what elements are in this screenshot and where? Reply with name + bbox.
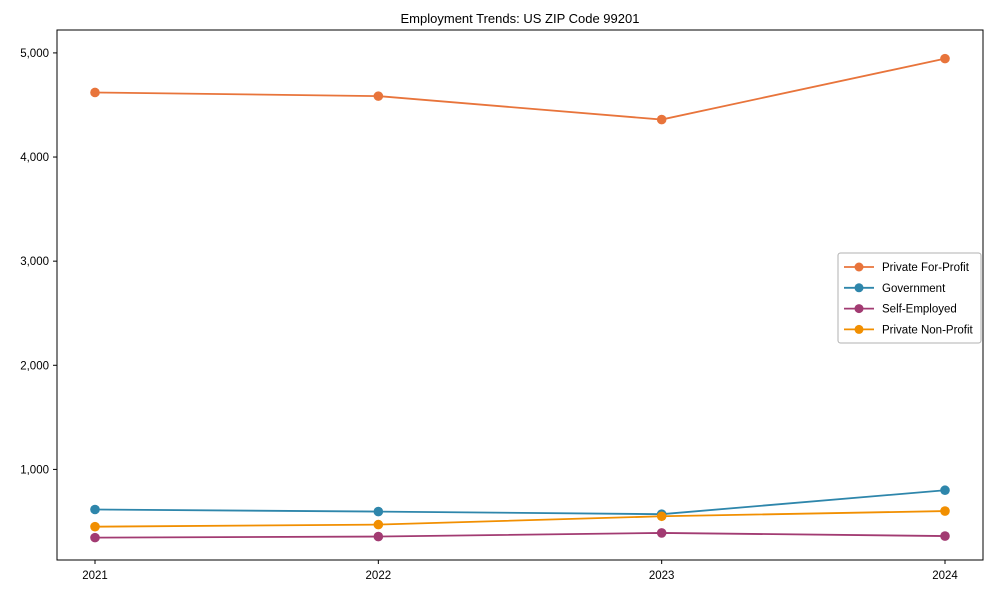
plot-border: [56, 29, 984, 561]
data-point-marker: [940, 506, 950, 516]
series-line-3: [94, 510, 946, 528]
data-point-marker: [656, 114, 667, 125]
legend-label: Private Non-Profit: [882, 324, 974, 336]
data-point-marker: [940, 53, 950, 64]
data-point-marker: [656, 528, 667, 538]
x-tick-label: 2024: [932, 570, 958, 582]
x-tick-label: 2021: [82, 570, 108, 582]
data-point-marker: [940, 531, 950, 541]
legend-label: Private For-Profit: [882, 262, 970, 274]
legend-marker: [854, 304, 864, 314]
y-tick-label: 2,000: [20, 360, 49, 372]
data-point-marker: [373, 519, 384, 530]
data-point-marker: [90, 521, 100, 532]
series-line-2: [94, 532, 946, 539]
series-line-0: [94, 57, 946, 121]
data-point-marker: [90, 87, 100, 98]
legend-marker: [854, 283, 864, 293]
chart-title: Employment Trends: US ZIP Code 99201: [401, 11, 640, 26]
x-tick-label: 2023: [649, 570, 675, 582]
legend-marker: [854, 324, 864, 334]
y-tick-label: 1,000: [20, 464, 49, 476]
y-tick-label: 4,000: [20, 152, 49, 164]
data-point-marker: [90, 504, 100, 515]
data-point-marker: [940, 485, 950, 496]
y-tick-label: 3,000: [20, 256, 49, 268]
x-tick-label: 2022: [366, 570, 392, 582]
data-point-marker: [656, 511, 667, 522]
legend-label: Self-Employed: [882, 304, 957, 316]
data-point-marker: [90, 532, 100, 543]
plot-area: 1,000 2,000 3,000 4,000 5,000 2021 2022 2023 202…: [20, 29, 984, 582]
data-point-marker: [373, 531, 384, 542]
series-line-1: [94, 489, 946, 516]
legend-label: Government: [882, 283, 946, 295]
legend-box: [837, 252, 982, 344]
y-tick-label: 5,000: [20, 48, 49, 60]
data-point-marker: [373, 91, 384, 101]
legend-marker: [854, 262, 864, 272]
data-point-marker: [373, 506, 384, 517]
